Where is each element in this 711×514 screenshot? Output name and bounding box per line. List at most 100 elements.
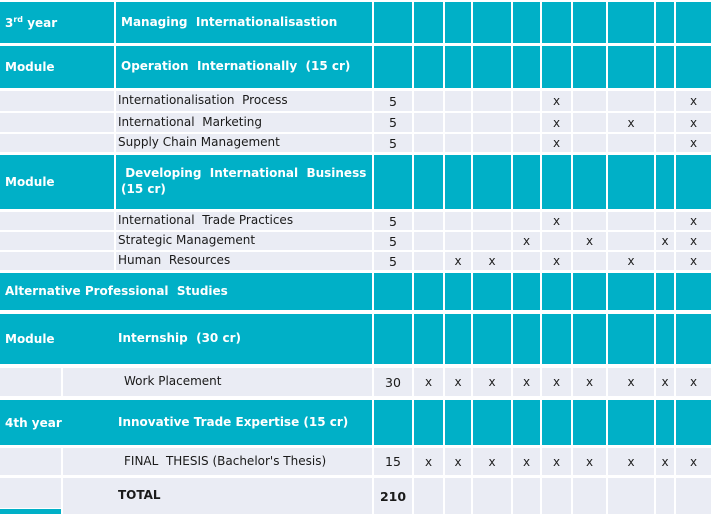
credits-cell: 5: [374, 212, 412, 230]
empty-mark-cell: [473, 232, 511, 250]
empty-mark-cell: [414, 252, 443, 270]
banner-cell: Alternative Professional Studies: [0, 273, 372, 310]
course-title: Strategic Management: [118, 233, 256, 248]
empty-mark-cell: [473, 314, 511, 364]
credits-cell: [374, 155, 412, 209]
course-final-thesis: FINAL THESIS (Bachelor's Thesis) 15 x x x x x x…: [0, 448, 711, 475]
mark-x-cell: x: [542, 113, 571, 132]
empty-mark-cell: [513, 478, 540, 514]
empty-mark-cell: [513, 155, 540, 209]
credits-cell: 15: [374, 448, 412, 475]
empty-mark-cell: [573, 134, 606, 152]
year-module-cell: Module: [0, 46, 114, 88]
empty-mark-cell: [513, 134, 540, 152]
year-4-section: 4th year Innovative Trade Expertise (15 c…: [0, 400, 711, 445]
empty-mark-cell: [573, 273, 606, 310]
mark-x-cell: x: [542, 448, 571, 475]
empty-mark-cell: [445, 91, 471, 111]
empty-mark-cell: [676, 155, 711, 209]
year-module-cell: 3rd year: [0, 2, 114, 43]
row-leader-cell: [0, 368, 61, 396]
mark-x-cell: x: [676, 252, 711, 270]
year-module-label: 3rd year: [5, 14, 58, 30]
mark-x-cell: x: [573, 448, 606, 475]
section-title-cell: Managing Internationalisastion: [116, 2, 372, 43]
mark-x-cell: x: [676, 232, 711, 250]
course-international-marketing: International Marketing 5 x x x: [0, 113, 711, 132]
empty-mark-cell: [656, 478, 674, 514]
empty-mark-cell: [656, 212, 674, 230]
empty-mark-cell: [513, 2, 540, 43]
course-supply-chain-management: Supply Chain Management 5 x x: [0, 134, 711, 152]
credits-cell: 5: [374, 134, 412, 152]
course-title: Internationalisation Process: [118, 93, 288, 108]
empty-mark-cell: [573, 212, 606, 230]
empty-mark-cell: [473, 400, 511, 445]
course-title: International Trade Practices: [118, 213, 294, 228]
section-title: Internship (30 cr): [118, 331, 241, 346]
credits-cell: [374, 400, 412, 445]
mark-x-cell: x: [513, 232, 540, 250]
course-international-trade-practices: International Trade Practices 5 x x: [0, 212, 711, 230]
empty-mark-cell: [414, 478, 443, 514]
mark-x-cell: x: [676, 212, 711, 230]
credits-cell: 30: [374, 368, 412, 396]
empty-mark-cell: [473, 134, 511, 152]
course-title-cell: Strategic Management: [116, 232, 372, 250]
empty-mark-cell: [542, 273, 571, 310]
total-row: TOTAL 210: [0, 478, 711, 514]
mark-x-cell: x: [676, 134, 711, 152]
empty-mark-cell: [542, 232, 571, 250]
mark-x-cell: x: [414, 448, 443, 475]
empty-mark-cell: [573, 252, 606, 270]
empty-mark-cell: [445, 212, 471, 230]
empty-mark-cell: [573, 314, 606, 364]
mark-x-cell: x: [656, 232, 674, 250]
empty-mark-cell: [542, 155, 571, 209]
year-module-cell: Module: [0, 155, 114, 209]
module-internship-section: Module Internship (30 cr): [0, 314, 711, 364]
empty-mark-cell: [445, 400, 471, 445]
course-title: International Marketing: [118, 114, 263, 129]
year-module-merged-cell: Module Internship (30 cr): [0, 314, 372, 364]
mark-x-cell: x: [513, 368, 540, 396]
credits-cell: [374, 273, 412, 310]
row-leader-cell: [0, 478, 61, 508]
row-leader-cell: [0, 448, 61, 475]
next-row-stub-cell: [0, 509, 61, 514]
empty-mark-cell: [445, 232, 471, 250]
empty-mark-cell: [676, 314, 711, 364]
empty-mark-cell: [608, 134, 654, 152]
empty-mark-cell: [445, 314, 471, 364]
mark-x-cell: x: [656, 448, 674, 475]
section-title-cell: Operation Internationally (15 cr): [116, 46, 372, 88]
credits-cell: 5: [374, 232, 412, 250]
empty-mark-cell: [542, 400, 571, 445]
credits-cell: [374, 2, 412, 43]
empty-mark-cell: [513, 400, 540, 445]
empty-mark-cell: [513, 273, 540, 310]
empty-mark-cell: [445, 273, 471, 310]
course-title: FINAL THESIS (Bachelor's Thesis): [124, 453, 327, 468]
empty-mark-cell: [414, 314, 443, 364]
empty-mark-cell: [573, 155, 606, 209]
mark-x-cell: x: [513, 448, 540, 475]
empty-mark-cell: [513, 91, 540, 111]
mark-x-cell: x: [445, 448, 471, 475]
empty-mark-cell: [473, 113, 511, 132]
mark-x-cell: x: [445, 252, 471, 270]
credits-cell: 5: [374, 113, 412, 132]
mark-x-cell: x: [573, 232, 606, 250]
empty-mark-cell: [676, 46, 711, 88]
empty-mark-cell: [473, 273, 511, 310]
course-title-cell: Human Resources: [116, 252, 372, 270]
empty-mark-cell: [656, 113, 674, 132]
empty-mark-cell: [513, 212, 540, 230]
course-strategic-management: Strategic Management 5 x x x x: [0, 232, 711, 250]
module-developing-section: Module Developing International Business…: [0, 155, 711, 209]
empty-mark-cell: [608, 400, 654, 445]
course-title: Work Placement: [124, 374, 222, 389]
empty-mark-cell: [473, 91, 511, 111]
credits-cell: 5: [374, 252, 412, 270]
empty-mark-cell: [414, 232, 443, 250]
